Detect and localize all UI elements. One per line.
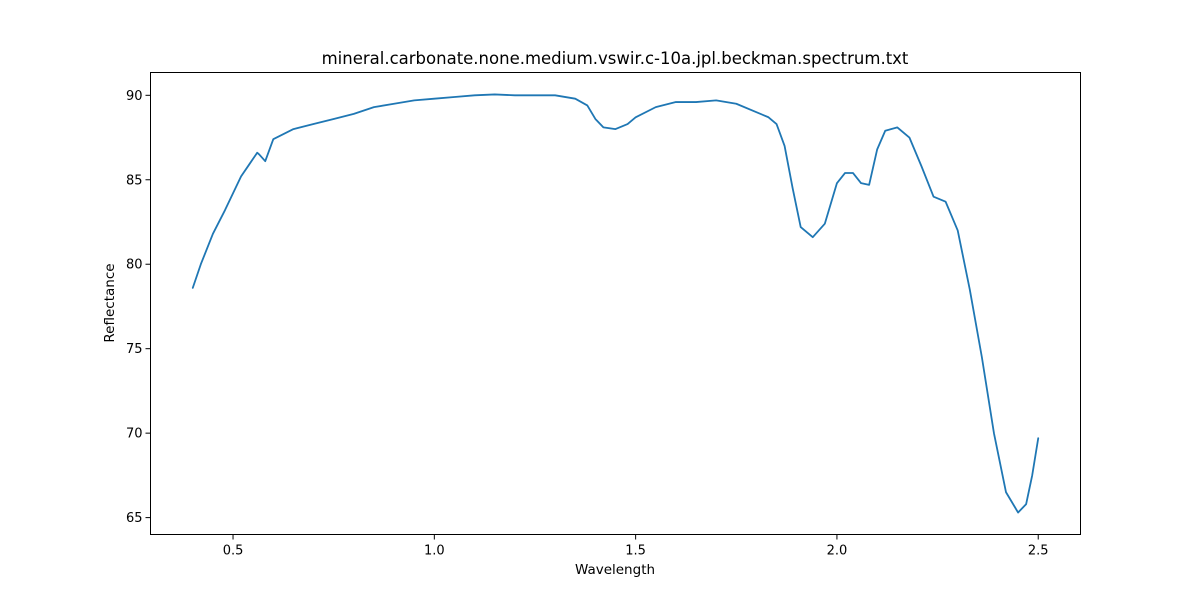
- series-group: [191, 93, 1040, 514]
- y-axis: 65 70 75 80 85 90: [126, 89, 151, 526]
- y-axis-label: Reflectance: [102, 263, 118, 342]
- x-tick-label: 0.5: [223, 544, 244, 559]
- y-tick-label: 70: [126, 427, 143, 442]
- x-tick-label: 1.5: [625, 544, 646, 559]
- series-line: [191, 93, 1040, 514]
- y-tick-label: 90: [126, 89, 143, 104]
- x-tick-label: 1.0: [424, 544, 445, 559]
- x-axis: 0.5 1.0 1.5 2.0 2.5: [223, 534, 1049, 559]
- y-tick-label: 65: [126, 511, 143, 526]
- y-tick-label: 80: [126, 258, 143, 273]
- y-tick-label: 75: [126, 342, 143, 357]
- x-tick-label: 2.5: [1028, 544, 1049, 559]
- plot-frame: [150, 72, 1081, 535]
- y-tick-label: 85: [126, 173, 143, 188]
- x-tick-label: 2.0: [827, 544, 848, 559]
- x-axis-label: Wavelength: [575, 562, 655, 578]
- chart-title: mineral.carbonate.none.medium.vswir.c-10…: [322, 49, 909, 68]
